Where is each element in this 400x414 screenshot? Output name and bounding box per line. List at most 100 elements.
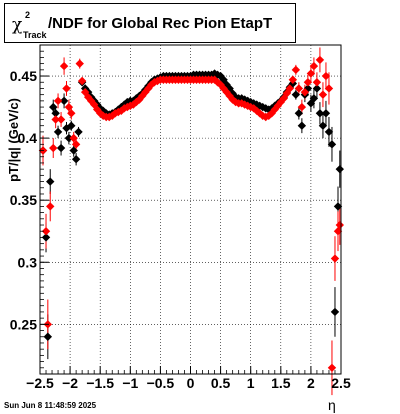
data-point-black xyxy=(335,164,344,174)
data-point-red xyxy=(267,109,276,118)
data-point-red xyxy=(318,90,328,99)
x-tick-label: −2 xyxy=(62,375,78,391)
data-point-red xyxy=(67,109,76,118)
data-point-red xyxy=(51,115,60,124)
data-point-red xyxy=(303,78,313,87)
data-point-black xyxy=(333,202,343,211)
data-point-black xyxy=(51,109,60,118)
data-point-black xyxy=(324,127,334,137)
data-point-red xyxy=(291,65,301,75)
chart-title: /NDF for Global Rec Pion EtapT xyxy=(48,15,273,32)
data-point-red xyxy=(92,105,102,114)
data-point-red xyxy=(306,69,316,78)
data-point-red xyxy=(335,220,344,230)
data-point-black xyxy=(294,109,304,118)
y-tick-label: 0.35 xyxy=(10,192,37,208)
x-tick-label: −2.5 xyxy=(26,375,54,391)
data-point-red xyxy=(62,84,71,93)
data-point-red xyxy=(41,227,51,236)
chart-title-box: χ 2 Track /NDF for Global Rec Pion EtapT xyxy=(4,3,296,43)
y-tick-label: 0.25 xyxy=(10,316,37,332)
data-point-black xyxy=(64,133,74,143)
data-point-black xyxy=(306,99,316,108)
data-point-red xyxy=(309,61,319,71)
data-point-black xyxy=(46,177,55,186)
data-points xyxy=(38,55,344,372)
data-point-red xyxy=(315,55,325,65)
data-point-red xyxy=(117,106,126,115)
axes: −2.5 −2 −1.5 −1 −0.5 0 0.5 1 1.5 2 2.5 0.25 0.3 0.35 0… xyxy=(10,50,351,391)
data-point-red xyxy=(324,84,334,93)
data-point-black xyxy=(53,127,63,137)
data-point-red xyxy=(64,102,74,112)
title-superscript: 2 xyxy=(25,10,31,20)
data-point-black xyxy=(71,155,81,164)
data-point-red xyxy=(333,227,343,236)
x-tick-label: −1 xyxy=(122,375,138,391)
data-point-red xyxy=(53,96,63,106)
data-point-red xyxy=(213,78,222,87)
data-point-red xyxy=(330,254,340,263)
data-point-red xyxy=(59,61,69,71)
data-point-red xyxy=(129,100,138,109)
data-point-red xyxy=(138,91,147,101)
data-point-black xyxy=(74,127,83,137)
x-tick-label: 0 xyxy=(187,375,195,391)
data-point-red xyxy=(294,84,304,93)
data-point-red xyxy=(71,140,81,149)
data-point-red xyxy=(321,71,331,81)
data-point-black xyxy=(297,121,307,130)
x-tick-label: −1.5 xyxy=(86,375,114,391)
data-point-black xyxy=(261,104,270,113)
data-point-red xyxy=(276,97,285,107)
data-point-black xyxy=(321,109,331,118)
data-point-red xyxy=(300,87,310,97)
title-subscript: Track xyxy=(23,30,47,40)
data-point-black xyxy=(49,102,58,112)
data-point-black xyxy=(59,96,69,106)
y-tick-label: 0.3 xyxy=(18,254,38,270)
data-point-black xyxy=(41,233,51,242)
data-point-black xyxy=(56,143,66,153)
x-tick-label: 1.5 xyxy=(271,375,291,391)
data-point-red xyxy=(243,101,252,111)
data-point-red xyxy=(46,202,55,211)
data-point-red xyxy=(77,76,87,86)
data-point-black xyxy=(312,84,322,93)
timestamp: Sun Jun 8 11:48:59 2025 xyxy=(4,401,97,410)
data-point-black xyxy=(291,90,301,99)
x-tick-label: 2.5 xyxy=(331,375,351,391)
data-point-black xyxy=(309,94,319,103)
data-point-black xyxy=(318,121,328,130)
data-point-black xyxy=(258,102,267,112)
data-point-red xyxy=(111,109,120,118)
y-tick-label: 0.45 xyxy=(10,68,37,84)
data-point-black xyxy=(43,332,53,341)
y-axis-label: pT/|q| (GeV/c) xyxy=(6,98,21,182)
title-chi-symbol: χ xyxy=(12,15,23,35)
x-tick-label: 1 xyxy=(247,375,255,391)
x-axis-label: η xyxy=(328,397,336,413)
data-point-black xyxy=(330,307,340,317)
x-tick-label: 2 xyxy=(307,375,315,391)
data-point-black xyxy=(62,123,71,133)
x-tick-label: 0.5 xyxy=(211,375,231,391)
data-point-red xyxy=(75,59,84,68)
data-point-black xyxy=(327,140,337,149)
data-point-red xyxy=(297,102,307,112)
data-point-black xyxy=(243,96,252,106)
data-point-red xyxy=(83,92,93,102)
data-point-black xyxy=(96,104,105,113)
y-tick-label: 0.4 xyxy=(18,130,38,146)
data-point-red xyxy=(56,115,66,124)
data-point-black xyxy=(67,121,76,130)
data-point-red xyxy=(86,96,96,106)
data-point-red xyxy=(312,78,322,87)
data-point-black xyxy=(315,109,325,118)
data-point-black xyxy=(213,70,222,79)
data-point-red xyxy=(49,143,58,153)
data-point-red xyxy=(288,75,298,84)
data-point-black xyxy=(69,146,78,155)
data-point-black xyxy=(303,84,313,93)
data-point-red xyxy=(108,111,117,120)
